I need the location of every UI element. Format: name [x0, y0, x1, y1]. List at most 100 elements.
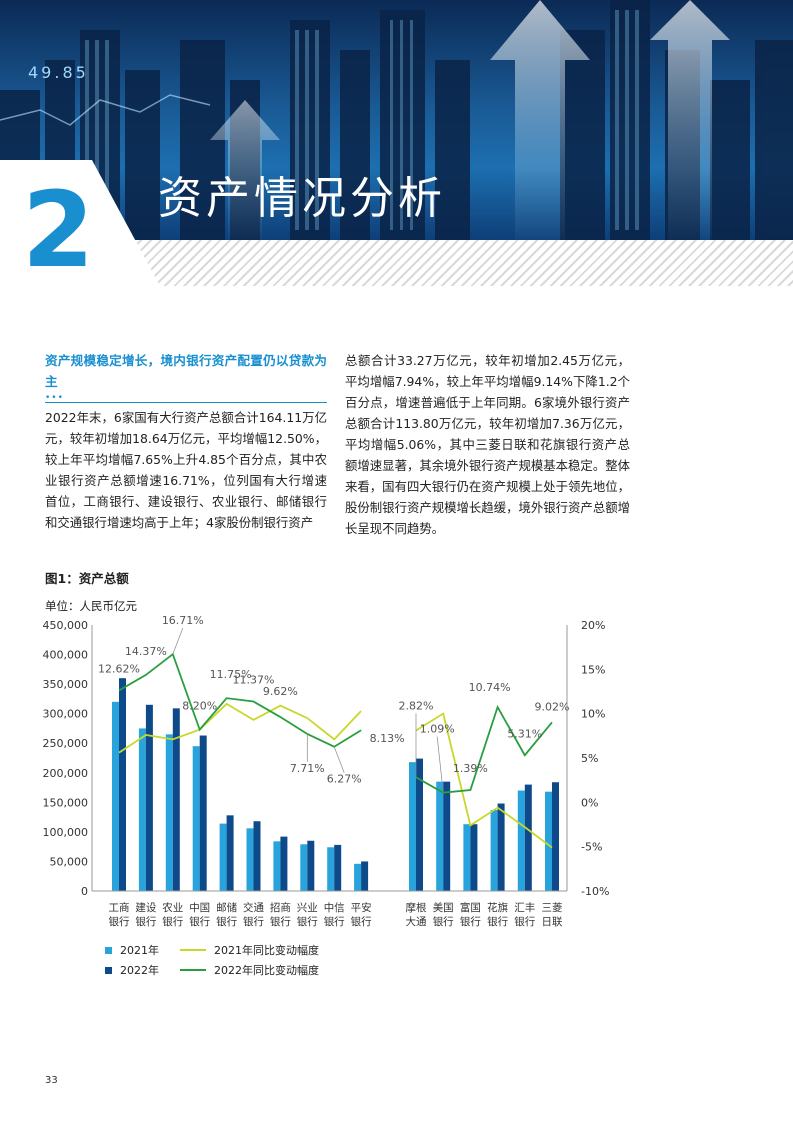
figure-unit: 单位：人民币亿元 — [45, 599, 137, 613]
bar — [361, 861, 369, 891]
chart-lines — [118, 652, 553, 849]
bar — [145, 704, 153, 891]
bar — [119, 678, 126, 891]
data-label: 1.39% — [453, 762, 488, 775]
data-label: 7.71% — [290, 762, 325, 775]
bar — [552, 782, 559, 891]
y-tick-label-left: 250,000 — [43, 737, 89, 750]
x-tick-label: 银行 — [216, 915, 237, 928]
legend-item-2021-change: 2021年同比变动幅度 — [180, 942, 319, 958]
bar — [165, 734, 173, 891]
figure-title: 图1：资产总额 — [45, 571, 129, 586]
bar — [226, 815, 234, 891]
bar — [327, 847, 335, 891]
x-tick-label: 日联 — [542, 916, 563, 928]
bar — [280, 836, 288, 891]
data-label: 16.71% — [162, 614, 204, 627]
x-tick-label: 三菱 — [542, 902, 563, 914]
bar — [219, 823, 227, 891]
bar — [199, 735, 207, 891]
chapter-title: 资产情况分析 — [158, 173, 446, 224]
x-tick-label: 银行 — [135, 915, 156, 928]
x-tick-label: 摩根 — [406, 901, 427, 914]
x-tick-label: 邮储 — [216, 901, 237, 914]
bar — [192, 746, 200, 891]
chart-bars — [112, 678, 559, 891]
data-label: 14.37% — [125, 645, 167, 658]
y-tick-label-right: 0% — [581, 796, 598, 809]
legend-item-2021: 2021年 — [105, 942, 159, 958]
x-tick-label: 银行 — [189, 915, 210, 928]
bar — [409, 762, 416, 891]
bar — [490, 810, 498, 891]
x-tick-label: 银行 — [514, 915, 535, 928]
bar — [463, 824, 471, 891]
y-tick-label-left: 300,000 — [43, 708, 89, 721]
y-tick-label-right: 10% — [581, 708, 605, 721]
chart-axes: 450,000 400,000 350,000 300,000 250,000 200,0… — [43, 619, 610, 928]
y-tick-label-left: 150,000 — [43, 796, 89, 809]
page-number: 33 — [45, 1075, 58, 1086]
hero-banner: 49.85 — [0, 0, 793, 240]
data-label: 11.37% — [233, 674, 275, 687]
x-tick-label: 建设 — [135, 901, 156, 914]
body-text-left: 2022年末，6家国有大行资产总额合计164.11万亿元，较年初增加18.64万… — [45, 410, 327, 530]
x-tick-label: 招商 — [270, 901, 291, 914]
data-label: 2.82% — [399, 699, 434, 712]
lead-dots: ••• — [45, 393, 64, 403]
data-label: 5.31% — [507, 727, 542, 740]
data-label: 10.74% — [469, 681, 511, 694]
x-tick-label: 中信 — [324, 901, 345, 914]
x-tick-label: 银行 — [243, 915, 264, 928]
x-tick-label: 银行 — [324, 915, 345, 928]
data-label: 9.62% — [263, 685, 298, 698]
bar — [138, 728, 146, 891]
chart-labels: 12.62% 14.37% 16.71% 8.20% 11.75%11.37%9.62%… — [98, 614, 570, 793]
data-label: 9.02% — [535, 700, 570, 713]
legend-swatch-2022-change — [180, 969, 206, 971]
x-tick-label: 花旗 — [487, 901, 508, 914]
chapter-number: 2 — [22, 169, 95, 291]
x-tick-label: 银行 — [487, 915, 508, 928]
cityscape-illustration: 49.85 — [0, 0, 793, 240]
bar — [416, 758, 423, 891]
x-tick-label: 工商 — [109, 901, 130, 914]
bar — [246, 828, 254, 891]
y-tick-label-right: 15% — [581, 663, 605, 676]
asset-total-chart: 450,000 400,000 350,000 300,000 250,000 200,0… — [43, 614, 610, 928]
y-tick-label-right: -5% — [581, 841, 602, 854]
hatch-band — [130, 240, 793, 286]
lead-heading: 资产规模稳定增长，境内银行资产配置仍以贷款为主 — [45, 353, 327, 389]
line-2021-change — [415, 712, 553, 849]
x-tick-label: 银行 — [460, 915, 481, 928]
annotation-leader — [333, 746, 345, 773]
bar — [443, 781, 451, 891]
bar — [334, 844, 342, 891]
bar — [354, 863, 362, 891]
x-tick-label: 汇丰 — [514, 901, 535, 914]
legend-label-2022: 2022年 — [120, 964, 159, 977]
line-2021-change — [118, 702, 362, 754]
y-tick-label-left: 350,000 — [43, 678, 89, 691]
ticker-text: 49.85 — [28, 63, 89, 82]
y-tick-label-right: -10% — [581, 885, 609, 898]
legend-item-2022: 2022年 — [105, 962, 159, 978]
x-tick-label: 美国 — [433, 901, 454, 914]
bar — [273, 841, 281, 891]
bar — [253, 821, 261, 891]
data-label: 11.75% — [210, 668, 252, 681]
legend-swatch-2022 — [105, 966, 112, 974]
data-label: 8.20% — [182, 700, 217, 713]
legend-swatch-2021-change — [180, 949, 206, 951]
bar — [436, 781, 444, 891]
bar — [300, 844, 308, 891]
x-tick-label: 银行 — [433, 915, 454, 928]
article-column-right: 总额合计33.27万亿元，较年初增加2.45万亿元，平均增幅7.94%，较上年平… — [345, 350, 630, 539]
x-tick-label: 银行 — [351, 915, 372, 928]
data-label: 12.62% — [98, 662, 140, 675]
x-tick-label: 富国 — [460, 901, 481, 914]
data-label: 8.13% — [370, 732, 405, 745]
y-tick-label-right: 20% — [581, 619, 605, 632]
line-2022-change — [118, 652, 362, 748]
y-tick-label-left: 100,000 — [43, 826, 89, 839]
